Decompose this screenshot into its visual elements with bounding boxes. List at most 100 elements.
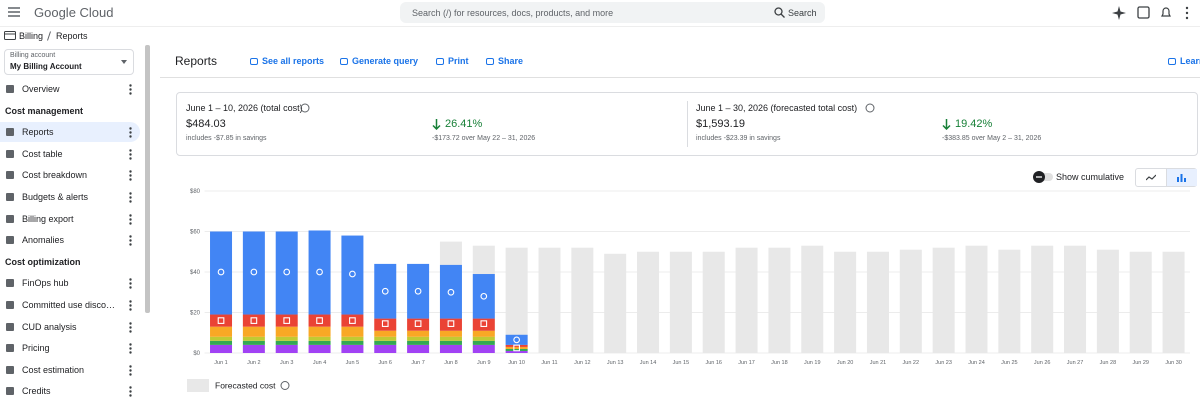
bar-segment (407, 336, 430, 341)
nav-item[interactable]: Cost estimation (0, 360, 140, 380)
bar-segment (374, 344, 397, 353)
more-menu[interactable] (129, 149, 132, 160)
more-menu[interactable] (129, 84, 132, 95)
more-menu[interactable] (129, 192, 132, 203)
line-icon (1146, 174, 1156, 181)
more-menu[interactable] (129, 213, 132, 225)
bar-segment (341, 314, 364, 327)
header-action[interactable]: See all reports (250, 56, 324, 66)
nav-item[interactable]: Cost table (0, 144, 140, 164)
account-selector[interactable]: Billing account My Billing Account (4, 49, 134, 75)
dot (129, 386, 132, 390)
bar-segment (505, 350, 528, 353)
menu-icon[interactable] (8, 7, 20, 17)
nav-item[interactable]: Reports (0, 122, 140, 143)
more-menu[interactable] (129, 365, 132, 376)
help-icon[interactable] (865, 103, 875, 113)
nav-item[interactable]: Overview (0, 79, 140, 99)
nav-item[interactable]: Anomalies (0, 230, 140, 250)
marker-circle (513, 336, 520, 344)
scrollbar[interactable] (145, 45, 150, 313)
bar-segment (374, 330, 397, 337)
dot (129, 196, 132, 199)
search-placeholder: Search (/) for resources, docs, products… (412, 8, 614, 18)
legend-help (280, 381, 290, 390)
more-menu[interactable] (129, 170, 132, 182)
forecast-bar (1064, 245, 1087, 353)
forecast-bar (1031, 245, 1054, 353)
section-heading: Cost optimization (5, 256, 81, 267)
bar-segment (242, 340, 265, 345)
nav-icon (6, 193, 14, 201)
search-button[interactable]: Search (788, 8, 817, 18)
marker-square (381, 320, 389, 327)
more-menu[interactable] (129, 321, 132, 333)
nav-item[interactable]: Credits (0, 381, 140, 401)
x-tick-label: Jun 8 (444, 360, 457, 366)
nav-item[interactable]: Committed use discounts (0, 295, 140, 315)
chart-type-switch[interactable] (1135, 168, 1197, 187)
header-action[interactable]: Learn (1168, 56, 1200, 66)
dot (129, 213, 132, 217)
dot (129, 178, 132, 182)
breadcrumb-item[interactable]: Billing (19, 31, 44, 41)
nav-item[interactable]: Budgets & alerts (0, 187, 140, 207)
nav-item[interactable]: Cost breakdown (0, 165, 140, 185)
summary-change-note: -$383.85 over May 2 – 31, 2026 (942, 135, 1042, 142)
x-tick-label: Jun 20 (837, 360, 854, 366)
more-menu[interactable] (129, 127, 132, 138)
dot (129, 300, 132, 303)
nav-item[interactable]: CUD analysis (0, 317, 140, 337)
bar-segment (242, 344, 265, 353)
more-menu[interactable] (129, 343, 132, 354)
header-action[interactable]: Share (486, 56, 523, 66)
more-menu[interactable] (129, 235, 132, 246)
x-tick-label: Jun 13 (607, 360, 624, 366)
x-tick-label: Jun 26 (1034, 360, 1051, 366)
x-tick-label: Jun 21 (870, 360, 887, 366)
x-tick-label: Jun 22 (903, 360, 920, 366)
search-box[interactable]: Search (/) for resources, docs, products… (400, 2, 825, 23)
x-tick-label: Jun 15 (673, 360, 690, 366)
marker-square (414, 320, 422, 327)
forecast-bar (965, 245, 988, 353)
search-icon (774, 7, 785, 18)
forecast-bar (801, 245, 824, 353)
x-tick-label: Jun 4 (313, 360, 326, 366)
forecast-bar (1162, 251, 1185, 353)
header-action[interactable]: Print (436, 56, 469, 66)
nav-item[interactable]: FinOps hub (0, 273, 140, 293)
header-action[interactable]: Generate query (340, 56, 418, 66)
more-menu[interactable] (129, 386, 132, 398)
nav-icon (6, 236, 14, 245)
nav-icon (6, 365, 14, 374)
bar-segment (407, 330, 430, 337)
nav-icon (6, 344, 14, 353)
more-menu[interactable] (129, 300, 132, 311)
nav-item[interactable]: Pricing (0, 338, 140, 358)
bar-segment (210, 314, 233, 327)
help-icon[interactable] (300, 103, 310, 113)
summary-change: 19.42% (955, 118, 993, 130)
more-menu[interactable] (129, 278, 132, 290)
dot (129, 200, 132, 203)
nav-icon (6, 149, 14, 158)
bar-segment (439, 340, 462, 345)
marker-circle (381, 287, 389, 295)
x-tick-label: Jun 1 (214, 360, 227, 366)
x-tick-label: Jun 2 (247, 360, 260, 366)
x-tick-label: Jun 29 (1132, 360, 1149, 366)
cumulative-toggle[interactable] (1032, 170, 1054, 184)
forecast-bar (604, 253, 627, 353)
forecast-bar (932, 247, 955, 353)
bar-segment (210, 336, 233, 341)
bar-icon (1177, 174, 1186, 182)
bar-segment (505, 348, 528, 351)
top-icons[interactable] (1112, 6, 1192, 20)
dot (129, 286, 132, 290)
nav-item[interactable]: Billing export (0, 209, 140, 229)
nav-icon (6, 279, 14, 288)
bar-segment (275, 326, 298, 337)
x-tick-label: Jun 14 (640, 360, 657, 366)
